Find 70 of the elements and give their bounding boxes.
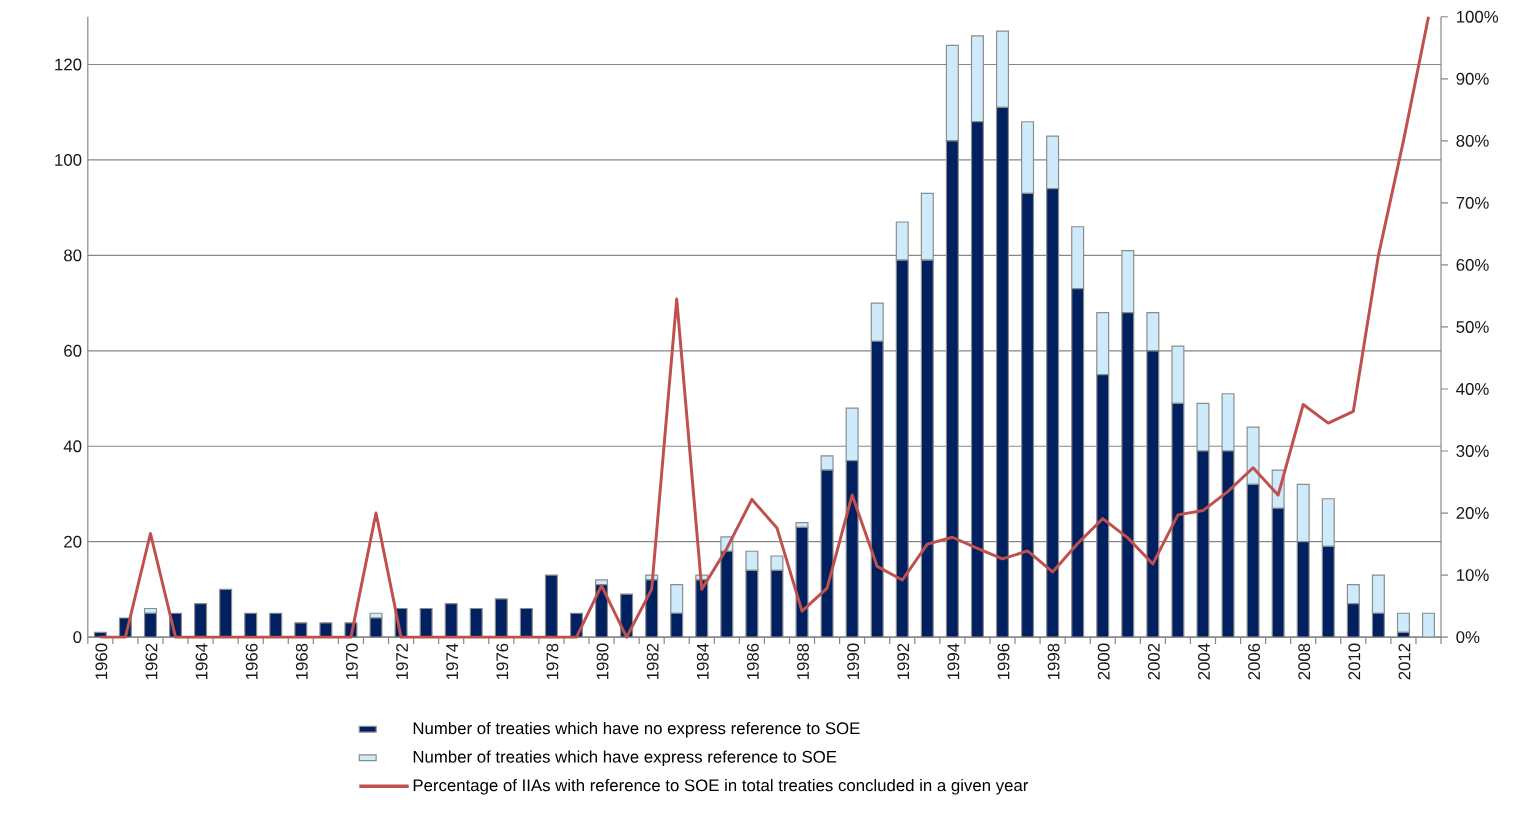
bar (1321, 498, 1335, 548)
x-tick-label: 1960 (95, 643, 108, 680)
x-tick-label: 2008 (1298, 643, 1311, 680)
x-tick-label: 1974 (446, 643, 459, 680)
bar (1371, 574, 1385, 615)
y2-tick-label: 40% (1456, 383, 1489, 396)
x-tick-label: 2010 (1348, 643, 1361, 680)
y2-tick-label: 0% (1456, 631, 1480, 644)
bar (970, 35, 984, 123)
bar (920, 192, 934, 261)
bar (945, 140, 959, 638)
x-tick-label: 2002 (1147, 643, 1160, 680)
x-tick-label: 2004 (1198, 643, 1210, 680)
x-tick-label: 2006 (1248, 643, 1261, 680)
x-tick-label: 1990 (847, 643, 860, 680)
x-tick-label: 1994 (947, 643, 960, 680)
legend-label: Percentage of IIAs with reference to SOE in total treaties concluded in a given year (413, 779, 1029, 795)
y2-tick-label: 10% (1457, 569, 1489, 582)
bar (970, 121, 984, 638)
x-tick-label: 1976 (496, 643, 509, 680)
y-tick-label: 100 (55, 154, 82, 167)
x-tick-label: 1998 (1047, 643, 1060, 680)
y-tick-label: 20 (64, 535, 82, 548)
bar (670, 584, 684, 615)
x-tick-label: 1968 (295, 643, 308, 680)
x-tick-label: 1962 (145, 643, 158, 680)
x-tick-label: 1972 (396, 643, 408, 680)
y2-tick-label: 80% (1456, 135, 1489, 147)
y2-tick-label: 30% (1456, 445, 1489, 458)
x-tick-label: 2012 (1398, 643, 1411, 680)
x-tick-label: 1966 (245, 643, 258, 680)
y-tick-label: 0 (73, 631, 82, 644)
bar (895, 259, 909, 638)
x-tick-label: 1980 (596, 643, 609, 680)
y-tick-label: 60 (64, 345, 82, 357)
bar (995, 30, 1010, 109)
y2-tick-label: 90% (1456, 73, 1489, 85)
bar (920, 259, 934, 638)
x-tick-label: 1964 (195, 643, 208, 680)
y2-tick-label: 60% (1456, 259, 1489, 272)
bar (1071, 288, 1085, 638)
bar (1096, 374, 1110, 638)
legend-label: Number of treaties which have express reference to SOE (413, 750, 837, 767)
x-tick-label: 1986 (746, 643, 759, 680)
y-tick-label: 80 (64, 249, 82, 262)
x-tick-label: 2000 (1097, 643, 1110, 680)
y2-tick-label: 50% (1456, 321, 1489, 334)
y2-tick-label: 70% (1456, 197, 1489, 209)
bar (1321, 546, 1335, 638)
x-tick-label: 1978 (546, 643, 559, 680)
bar (1071, 226, 1085, 290)
y2-tick-label: 20% (1456, 507, 1489, 520)
bar (1096, 312, 1110, 376)
x-tick-label: 1970 (345, 643, 358, 680)
legend-label: Number of treaties which have no express reference to SOE (413, 722, 860, 738)
x-tick-label: 1996 (997, 643, 1010, 680)
bar (544, 574, 558, 638)
bar (1046, 188, 1060, 638)
bar (945, 44, 959, 142)
y-tick-label: 120 (55, 58, 82, 71)
x-tick-label: 1982 (646, 643, 659, 680)
y-tick-label: 40 (63, 440, 82, 453)
bar (1021, 121, 1035, 195)
x-tick-label: 1992 (897, 643, 910, 680)
bar (995, 107, 1010, 638)
bar (1021, 192, 1035, 638)
bar (1046, 135, 1060, 190)
x-tick-label: 1984 (696, 643, 709, 680)
y2-tick-label: 100% (1457, 10, 1499, 23)
x-tick-label: 1988 (797, 643, 809, 680)
